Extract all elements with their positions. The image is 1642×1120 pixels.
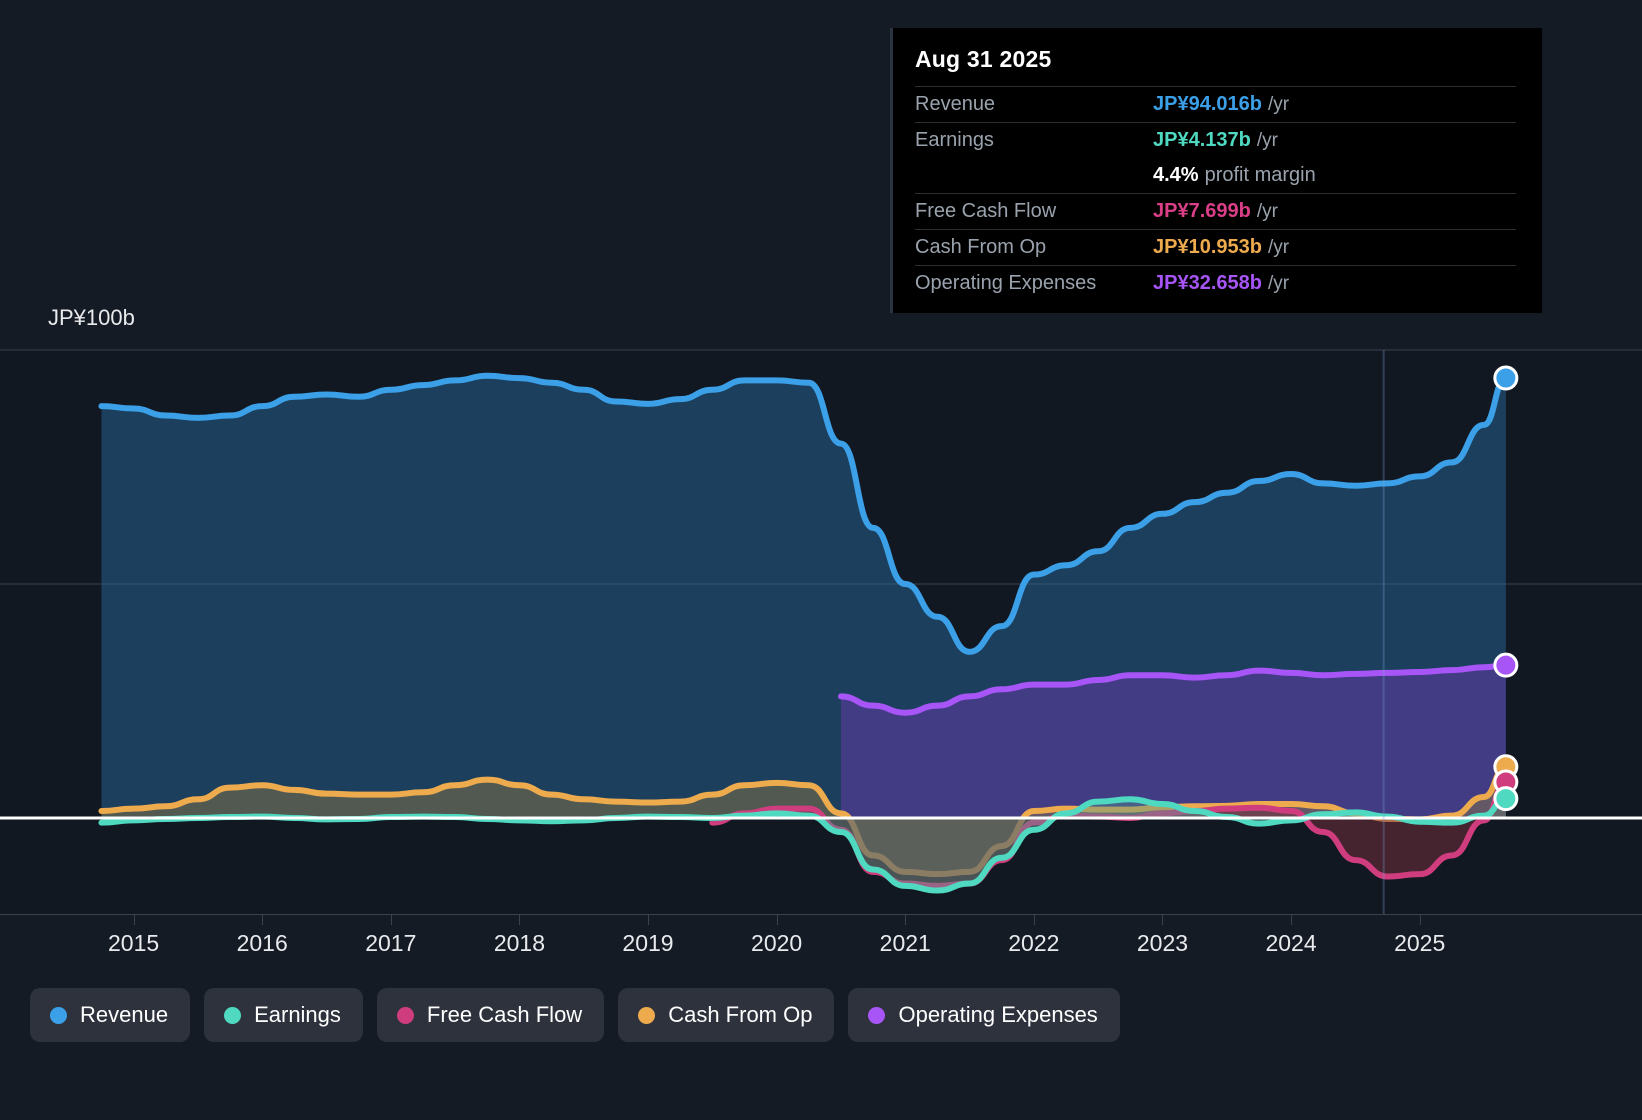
x-axis-tick — [390, 914, 392, 925]
series-line-cash-from-op — [98, 763, 1509, 878]
x-axis-tick — [1419, 914, 1421, 925]
legend-label: Revenue — [80, 1002, 169, 1027]
series-area-cash-from-op — [101, 766, 1506, 875]
legend-swatch-cash-from-op-icon — [638, 1006, 656, 1024]
x-axis-tick — [262, 914, 264, 925]
tooltip-unit-operating-expenses: /yr — [1267, 273, 1290, 294]
tooltip-date: Aug 31 2025 — [915, 46, 1052, 72]
tooltip-row-operating-expenses: Operating Expenses JP¥32.658b /yr — [915, 265, 1516, 301]
legend-item-operating-expenses[interactable]: Operating Expenses — [848, 988, 1120, 1042]
legend-label: Earnings — [254, 1002, 341, 1027]
endpoint-marker-revenue — [1493, 365, 1519, 391]
legend-swatch-earnings-icon — [224, 1006, 242, 1024]
tooltip-unit-free-cash-flow: /yr — [1256, 201, 1278, 222]
legend-item-cash-from-op[interactable]: Cash From Op — [618, 988, 835, 1042]
tooltip-row-earnings: Earnings JP¥4.137b /yr — [915, 122, 1516, 158]
tooltip-unit-earnings: /yr — [1256, 130, 1278, 151]
x-axis-tick-label: 2024 — [1265, 930, 1317, 956]
tooltip-row-revenue: Revenue JP¥94.016b /yr — [915, 86, 1516, 122]
tooltip-value-profit-margin: 4.4% — [1153, 164, 1199, 186]
endpoint-marker-operating-expenses — [1493, 652, 1519, 678]
x-axis-tick-label: 2025 — [1394, 930, 1446, 956]
legend-label: Cash From Op — [668, 1002, 813, 1027]
x-axis: 2015 2016 2017 2018 2019 2020 2021 2022 2023 2024… — [0, 914, 1642, 974]
tooltip-value-free-cash-flow: JP¥7.699b — [1153, 200, 1251, 222]
tooltip-label-operating-expenses: Operating Expenses — [915, 272, 1097, 294]
tooltip-text-profit-margin: profit margin — [1204, 164, 1316, 186]
x-axis-tick-label: 2017 — [365, 930, 417, 956]
tooltip-panel: Aug 31 2025 Revenue JP¥94.016b /yr Earni… — [890, 28, 1542, 313]
tooltip-row-free-cash-flow: Free Cash Flow JP¥7.699b /yr — [915, 193, 1516, 229]
tooltip-label-cash-from-op: Cash From Op — [915, 236, 1047, 258]
legend-label: Operating Expenses — [898, 1002, 1098, 1027]
x-axis-tick — [1291, 914, 1293, 925]
x-axis-tick-label: 2019 — [622, 930, 674, 956]
tooltip-unit-revenue: /yr — [1267, 94, 1290, 115]
x-axis-tick-label: 2023 — [1136, 930, 1189, 956]
endpoint-marker-earnings — [1493, 786, 1519, 812]
y-axis-label-top: JP¥100b — [48, 305, 135, 330]
tooltip-value-revenue: JP¥94.016b — [1153, 93, 1262, 115]
x-axis-tick-label: 2022 — [1008, 930, 1060, 956]
legend-swatch-revenue-icon — [50, 1006, 67, 1024]
x-axis-tick — [1162, 914, 1164, 925]
chart-legend: Revenue Earnings Free Cash Flow Cash From O… — [30, 988, 1120, 1042]
x-axis-tick-label: 2021 — [879, 930, 931, 956]
x-axis-tick-label: 2015 — [107, 930, 160, 956]
tooltip-unit-cash-from-op: /yr — [1267, 237, 1290, 258]
x-axis-tick — [648, 914, 650, 925]
x-axis-rule — [0, 914, 1642, 915]
tooltip-value-earnings: JP¥4.137b — [1153, 129, 1251, 151]
legend-label: Free Cash Flow — [426, 1002, 583, 1027]
series-area-free-cash-flow — [712, 781, 1506, 886]
tooltip-row-cash-from-op: Cash From Op JP¥10.953b /yr — [915, 229, 1516, 265]
x-axis-tick-label: 2020 — [751, 930, 803, 956]
chart-svg — [0, 349, 1642, 914]
x-axis-tick — [519, 914, 521, 925]
x-axis-tick — [1033, 914, 1035, 925]
x-axis-tick-label: 2016 — [236, 930, 288, 956]
tooltip-label-free-cash-flow: Free Cash Flow — [915, 200, 1057, 222]
legend-swatch-operating-expenses-icon — [868, 1006, 886, 1024]
x-axis-tick-label: 2018 — [493, 930, 545, 956]
series-line-operating-expenses — [837, 662, 1509, 716]
tooltip-value-cash-from-op: JP¥10.953b — [1153, 236, 1262, 258]
legend-swatch-free-cash-flow-icon — [396, 1006, 414, 1024]
chart-plot-area — [0, 342, 1642, 914]
legend-item-earnings[interactable]: Earnings — [204, 988, 363, 1042]
legend-item-free-cash-flow[interactable]: Free Cash Flow — [376, 988, 605, 1042]
tooltip-label-revenue: Revenue — [915, 93, 996, 115]
x-axis-tick — [776, 914, 778, 925]
series-area-operating-expenses — [840, 665, 1506, 818]
legend-item-revenue[interactable]: Revenue — [30, 988, 191, 1042]
series-line-revenue — [98, 372, 1509, 655]
x-axis-tick — [133, 914, 135, 925]
tooltip-row-profit-margin: 4.4% profit margin — [915, 158, 1516, 193]
tooltip-value-operating-expenses: JP¥32.658b — [1153, 272, 1262, 294]
x-axis-tick — [905, 914, 907, 925]
tooltip-label-earnings: Earnings — [915, 129, 994, 151]
